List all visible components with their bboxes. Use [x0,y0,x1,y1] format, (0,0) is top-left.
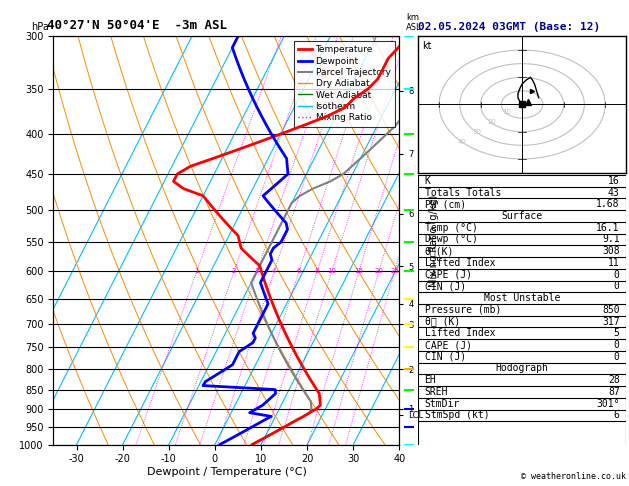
Text: 1: 1 [194,268,199,275]
Text: 2: 2 [232,268,236,275]
Text: 15: 15 [355,268,364,275]
Text: 16: 16 [608,176,620,186]
Text: Temp (°C): Temp (°C) [425,223,477,233]
Text: 301°: 301° [596,399,620,409]
Text: 10: 10 [503,109,511,115]
Text: θᴄ(K): θᴄ(K) [425,246,454,256]
Text: 20: 20 [487,119,497,125]
Text: © weatheronline.co.uk: © weatheronline.co.uk [521,472,626,481]
Text: 1.68: 1.68 [596,199,620,209]
Text: θᴄ (K): θᴄ (K) [425,316,460,327]
Text: 308: 308 [602,246,620,256]
Text: 10: 10 [327,268,336,275]
Text: 9.1: 9.1 [602,234,620,244]
Text: CAPE (J): CAPE (J) [425,340,472,350]
Text: StmDir: StmDir [425,399,460,409]
Text: EH: EH [425,375,437,385]
Text: km
ASL: km ASL [406,13,422,33]
Text: 0: 0 [614,352,620,362]
Text: 6: 6 [614,410,620,420]
X-axis label: Dewpoint / Temperature (°C): Dewpoint / Temperature (°C) [147,467,306,477]
Text: 3: 3 [255,268,259,275]
Text: CIN (J): CIN (J) [425,352,465,362]
Text: CIN (J): CIN (J) [425,281,465,292]
Legend: Temperature, Dewpoint, Parcel Trajectory, Dry Adiabat, Wet Adiabat, Isotherm, Mi: Temperature, Dewpoint, Parcel Trajectory… [294,41,395,126]
Text: SREH: SREH [425,387,448,397]
Text: 8: 8 [315,268,320,275]
Text: CAPE (J): CAPE (J) [425,270,472,279]
Text: 28: 28 [608,375,620,385]
Text: kt: kt [423,40,432,51]
Text: Lifted Index: Lifted Index [425,328,495,338]
Text: 5: 5 [614,328,620,338]
Text: 317: 317 [602,316,620,327]
Text: 0: 0 [614,281,620,292]
Text: 850: 850 [602,305,620,315]
Text: Dewp (°C): Dewp (°C) [425,234,477,244]
Text: 0: 0 [614,270,620,279]
Text: Mixing Ratio (g/kg): Mixing Ratio (g/kg) [429,194,439,287]
Text: 0: 0 [614,340,620,350]
Text: 25: 25 [390,268,399,275]
Text: hPa: hPa [31,22,49,33]
Text: Hodograph: Hodograph [496,364,548,373]
Text: 16.1: 16.1 [596,223,620,233]
Text: 40: 40 [458,139,467,145]
Text: 11: 11 [608,258,620,268]
Text: Pressure (mb): Pressure (mb) [425,305,501,315]
Text: 87: 87 [608,387,620,397]
Text: K: K [425,176,430,186]
Text: Totals Totals: Totals Totals [425,188,501,197]
Text: Most Unstable: Most Unstable [484,293,560,303]
Text: StmSpd (kt): StmSpd (kt) [425,410,489,420]
Text: PW (cm): PW (cm) [425,199,465,209]
Text: 20: 20 [374,268,383,275]
Text: 6: 6 [297,268,301,275]
Text: 43: 43 [608,188,620,197]
Text: 40°27'N 50°04'E  -3m ASL: 40°27'N 50°04'E -3m ASL [47,18,227,32]
Text: Surface: Surface [501,211,543,221]
Text: 4: 4 [272,268,276,275]
Text: 30: 30 [473,129,482,135]
Text: Lifted Index: Lifted Index [425,258,495,268]
Text: 02.05.2024 03GMT (Base: 12): 02.05.2024 03GMT (Base: 12) [418,21,601,32]
